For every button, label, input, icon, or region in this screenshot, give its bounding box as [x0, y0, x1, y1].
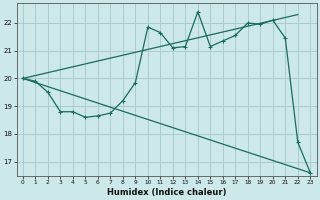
X-axis label: Humidex (Indice chaleur): Humidex (Indice chaleur) — [107, 188, 226, 197]
